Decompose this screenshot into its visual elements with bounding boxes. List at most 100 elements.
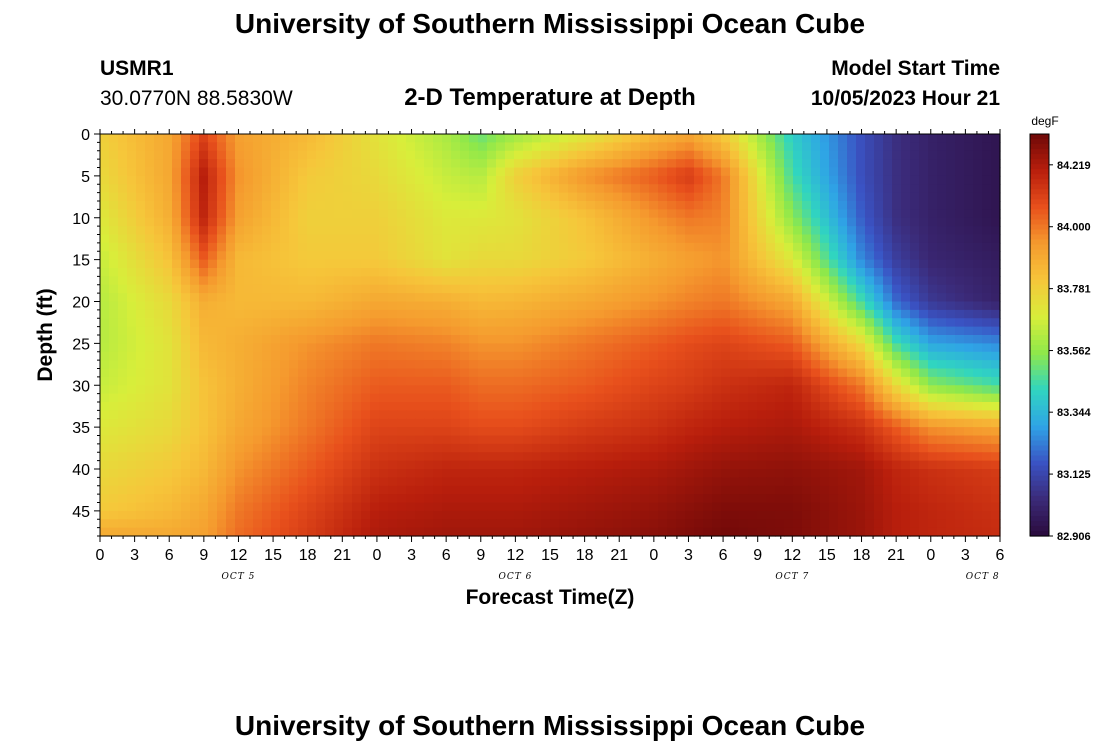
heatmap-cell: [505, 150, 515, 160]
heatmap-cell: [766, 469, 776, 478]
heatmap-cell: [991, 318, 1001, 328]
heatmap-cell: [856, 368, 866, 378]
heatmap-cell: [541, 443, 551, 453]
heatmap-cell: [640, 326, 650, 336]
heatmap-cell: [676, 452, 686, 462]
heatmap-cell: [811, 343, 821, 353]
heatmap-cell: [235, 452, 245, 462]
heatmap-cell: [964, 259, 974, 269]
heatmap-cell: [946, 402, 956, 411]
heatmap-cell: [901, 159, 911, 169]
heatmap-cell: [568, 494, 578, 504]
heatmap-cell: [820, 234, 830, 244]
heatmap-cell: [883, 460, 893, 470]
heatmap-cell: [370, 309, 380, 319]
heatmap-cell: [127, 301, 137, 311]
heatmap-cell: [604, 485, 614, 495]
heatmap-cell: [964, 242, 974, 252]
heatmap-cell: [883, 209, 893, 219]
heatmap-cell: [757, 485, 767, 495]
heatmap-cell: [694, 167, 704, 177]
heatmap-cell: [244, 201, 254, 210]
heatmap-cell: [406, 460, 416, 470]
heatmap-cell: [514, 309, 524, 319]
heatmap-cell: [541, 335, 551, 344]
heatmap-cell: [478, 242, 488, 252]
heatmap-cell: [325, 175, 335, 185]
heatmap-cell: [172, 343, 182, 353]
heatmap-cell: [271, 234, 281, 244]
heatmap-cell: [298, 251, 308, 261]
heatmap-cell: [181, 142, 191, 152]
heatmap-cell: [838, 293, 848, 303]
heatmap-cell: [181, 343, 191, 353]
heatmap-cell: [379, 360, 389, 370]
heatmap-cell: [892, 510, 902, 520]
heatmap-cell: [847, 427, 857, 437]
heatmap-cell: [568, 410, 578, 420]
heatmap-cell: [694, 242, 704, 252]
heatmap-cell: [235, 192, 245, 202]
heatmap-cell: [469, 251, 479, 261]
heatmap-cell: [955, 259, 965, 269]
heatmap-cell: [649, 418, 659, 428]
heatmap-cell: [190, 368, 200, 378]
heatmap-cell: [784, 494, 794, 504]
heatmap-cell: [100, 393, 110, 403]
heatmap-cell: [406, 393, 416, 403]
heatmap-cell: [892, 427, 902, 437]
heatmap-cell: [145, 226, 155, 236]
heatmap-cell: [307, 443, 317, 453]
heatmap-cell: [361, 184, 371, 194]
heatmap-cell: [307, 242, 317, 252]
heatmap-cell: [181, 259, 191, 269]
heatmap-cell: [892, 402, 902, 411]
heatmap-cell: [784, 217, 794, 227]
heatmap-cell: [388, 226, 398, 236]
heatmap-cell: [100, 351, 110, 361]
heatmap-cell: [181, 150, 191, 160]
heatmap-cell: [721, 192, 731, 202]
heatmap-cell: [424, 335, 434, 344]
heatmap-cell: [847, 217, 857, 227]
heatmap-cell: [712, 376, 722, 386]
heatmap-cell: [487, 251, 497, 261]
heatmap-cell: [550, 301, 560, 311]
heatmap-cell: [280, 469, 290, 478]
heatmap-cell: [487, 226, 497, 236]
heatmap-cell: [118, 418, 128, 428]
heatmap-cell: [208, 226, 218, 236]
heatmap-cell: [208, 469, 218, 478]
heatmap-cell: [568, 309, 578, 319]
heatmap-cell: [532, 326, 542, 336]
heatmap-cell: [649, 385, 659, 395]
heatmap-cell: [352, 142, 362, 152]
heatmap-cell: [172, 427, 182, 437]
heatmap-cell: [532, 368, 542, 378]
heatmap-cell: [910, 209, 920, 219]
heatmap-cell: [505, 410, 515, 420]
heatmap-cell: [235, 485, 245, 495]
heatmap-cell: [343, 469, 353, 478]
heatmap-cell: [640, 494, 650, 504]
heatmap-cell: [559, 326, 569, 336]
heatmap-cell: [865, 142, 875, 152]
heatmap-cell: [874, 335, 884, 344]
heatmap-cell: [451, 360, 461, 370]
heatmap-cell: [586, 192, 596, 202]
heatmap-cell: [658, 485, 668, 495]
heatmap-cell: [775, 318, 785, 328]
heatmap-cell: [226, 142, 236, 152]
heatmap-cell: [694, 226, 704, 236]
heatmap-cell: [280, 201, 290, 210]
heatmap-cell: [982, 326, 992, 336]
heatmap-cell: [208, 259, 218, 269]
heatmap-cell: [784, 393, 794, 403]
heatmap-cell: [460, 234, 470, 244]
heatmap-cell: [532, 343, 542, 353]
heatmap-cell: [190, 209, 200, 219]
heatmap-cell: [802, 510, 812, 520]
heatmap-cell: [847, 443, 857, 453]
heatmap-cell: [649, 485, 659, 495]
heatmap-cell: [802, 293, 812, 303]
